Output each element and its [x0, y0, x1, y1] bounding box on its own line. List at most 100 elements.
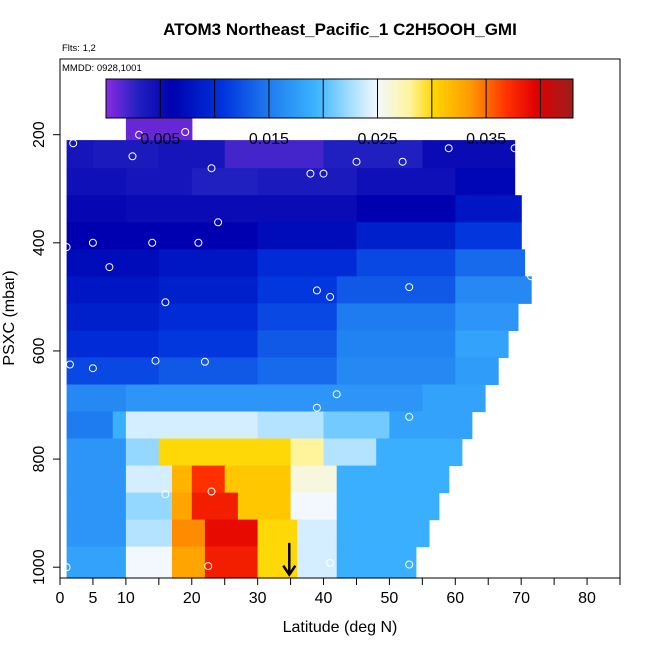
heatmap-cell: [323, 438, 377, 467]
heatmap-cell: [158, 140, 226, 169]
heatmap-cell: [336, 519, 430, 548]
y-tick-label: 200: [31, 121, 48, 148]
heatmap-cell: [323, 384, 423, 413]
heatmap-cell: [455, 195, 522, 223]
heatmap-cell: [158, 330, 259, 358]
heatmap-cell: [158, 438, 292, 467]
x-tick-label: 0: [56, 590, 65, 607]
heatmap-cell: [66, 438, 127, 467]
observation-point: [405, 412, 414, 421]
observation-point: [332, 390, 341, 399]
heatmap-cell: [455, 330, 509, 358]
heatmap-cell: [336, 357, 456, 385]
heatmap-cell: [455, 222, 522, 250]
observation-point: [105, 263, 114, 272]
heatmap-cell: [323, 140, 423, 169]
observation-point: [405, 560, 414, 569]
heatmap-cell: [336, 276, 456, 304]
heatmap-cell: [125, 168, 193, 196]
heatmap-cell: [356, 168, 456, 196]
colorbar-tick-label: 0.035: [466, 131, 506, 148]
observation-point: [128, 152, 137, 161]
heatmap-cell: [172, 519, 206, 548]
heatmap-cell: [237, 492, 292, 521]
heatmap-cell: [92, 140, 160, 169]
observation-point: [161, 490, 170, 499]
heatmap-cell: [257, 303, 338, 331]
heatmap-cell: [257, 357, 338, 385]
heatmap-cell: [336, 492, 440, 521]
observation-point: [200, 357, 209, 366]
observation-point: [62, 563, 71, 572]
observation-point: [62, 243, 71, 252]
heatmap-cell: [66, 411, 114, 440]
y-axis-label: PSXC (mbar): [1, 270, 18, 365]
observation-point: [69, 139, 78, 148]
observation-point: [214, 218, 223, 227]
heatmap-cell: [172, 465, 193, 494]
heatmap-cell: [290, 465, 338, 494]
heatmap-cell: [125, 438, 160, 467]
heatmap-cell: [455, 168, 516, 196]
heatmap-cell: [224, 384, 325, 413]
heatmap-cell: [257, 276, 338, 304]
heatmap-cell: [422, 140, 516, 169]
colorbar-gradient: [105, 78, 574, 119]
x-tick-label: 70: [512, 590, 530, 607]
heatmap-cell: [389, 411, 473, 440]
heatmap-cell: [257, 519, 298, 548]
x-tick-label: 50: [381, 590, 399, 607]
heatmap-cell: [66, 276, 160, 304]
observation-point: [319, 169, 328, 178]
y-tick-label: 400: [31, 229, 48, 256]
observation-point: [326, 558, 335, 567]
heatmap-cell: [257, 330, 338, 358]
colorbar-tick-lines: [159, 79, 541, 118]
colorbar-tick-label: 0.025: [357, 131, 397, 148]
heatmap-cell: [257, 249, 357, 277]
observation-point: [312, 286, 321, 295]
observation-point: [527, 272, 536, 281]
observation-point: [135, 130, 144, 139]
heatmap-cell: [297, 519, 338, 548]
heatmap-cell: [172, 492, 193, 521]
heatmap-cell: [66, 492, 127, 521]
observation-point: [148, 238, 157, 247]
heatmap-cell: [297, 546, 338, 579]
observation-point: [405, 283, 414, 292]
heatmap-cell: [158, 276, 259, 304]
subtitle-dates: MMDD: 0928,1001: [62, 63, 142, 74]
heatmap-cell: [356, 222, 456, 250]
x-tick-label: 30: [249, 590, 267, 607]
observation-point: [326, 292, 335, 301]
observation-point: [352, 157, 361, 166]
heatmap-cell: [191, 465, 226, 494]
observation-point: [181, 128, 190, 136]
heatmap-cell: [257, 546, 298, 579]
observation-point: [204, 562, 213, 571]
x-tick-label: 80: [578, 590, 596, 607]
heatmap-cell: [204, 546, 259, 579]
x-tick-label: 60: [446, 590, 464, 607]
observation-point: [194, 238, 203, 247]
heatmap-cell: [158, 249, 259, 277]
colorbar-tick-label: 0.015: [249, 131, 289, 148]
heatmap-cell: [125, 492, 173, 521]
marker-arrow-head: [282, 564, 297, 577]
heatmap-cell: [125, 411, 259, 440]
observation-points: [62, 128, 536, 572]
heatmap-cell: [125, 546, 173, 579]
latitude-marker-arrow: [282, 542, 297, 577]
heatmap-cell: [66, 140, 94, 169]
heatmap-cell: [66, 384, 127, 413]
heatmap-cell: [125, 465, 173, 494]
heatmap-cell: [66, 519, 127, 548]
heatmap-cell: [336, 546, 417, 579]
heatmap-cell: [66, 357, 160, 385]
observation-point: [510, 144, 519, 153]
heatmap-cell: [422, 384, 486, 413]
observation-point: [306, 169, 315, 178]
heatmap-cell: [66, 303, 160, 331]
chart-title: ATOM3 Northeast_Pacific_1 C2H5OOH_GMI: [163, 20, 517, 39]
observation-point: [398, 157, 407, 166]
